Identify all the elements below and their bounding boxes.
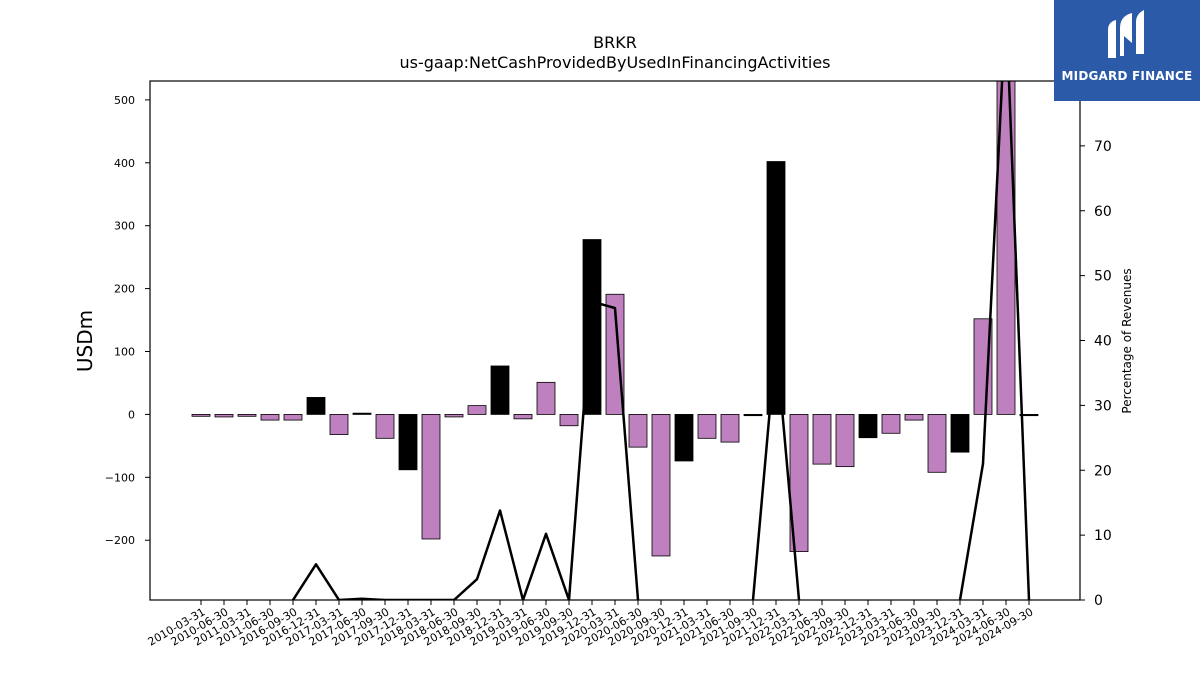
bar-2020-09-30 <box>651 414 671 557</box>
bar-2023-09-30 <box>927 414 947 473</box>
y2-tick-label: 60 <box>1094 204 1112 220</box>
bar-2016-12-31 <box>306 397 326 415</box>
pct-revenue-line-2 <box>958 81 1031 600</box>
bar-2022-06-30 <box>812 414 832 465</box>
bar-2024-09-30 <box>1019 414 1039 417</box>
y-tick-label: 300 <box>114 220 135 233</box>
plot-area <box>191 81 1039 600</box>
bar-2022-12-31 <box>858 414 878 439</box>
chart-title: BRKR <box>593 33 637 52</box>
y2-tick-label: 40 <box>1094 334 1112 350</box>
y-tick-label: 0 <box>128 408 135 421</box>
y-axis-label: USDm <box>73 310 97 372</box>
pct-revenue-line-0 <box>291 300 640 600</box>
bar-2019-06-30 <box>536 381 556 415</box>
bar-2017-03-31 <box>329 414 349 435</box>
bar-2017-06-30 <box>352 412 372 415</box>
bar-2018-06-30 <box>444 414 464 418</box>
bar-2023-06-30 <box>904 414 924 421</box>
logo-mark-icon <box>1108 10 1144 58</box>
bar-2023-03-31 <box>881 414 901 434</box>
bar-2020-12-31 <box>674 414 694 462</box>
chart-subtitle: us-gaap:NetCashProvidedByUsedInFinancing… <box>399 53 830 72</box>
bar-2017-12-31 <box>398 414 418 471</box>
bar-2021-03-31 <box>697 414 717 439</box>
bar-2019-09-30 <box>559 414 579 427</box>
y2-tick-label: 30 <box>1094 398 1112 414</box>
y-tick-label: 100 <box>114 346 135 359</box>
y-tick-label: 400 <box>114 157 135 170</box>
bar-2021-09-30 <box>743 414 763 417</box>
y2-tick-label: 0 <box>1094 593 1103 609</box>
bar-2021-12-31 <box>766 161 786 415</box>
bar-2011-03-31 <box>237 414 257 417</box>
bar-2011-06-30 <box>260 414 280 421</box>
bar-2020-06-30 <box>628 414 648 448</box>
y-tick-label: 200 <box>114 283 135 296</box>
bar-2010-03-31 <box>191 414 211 417</box>
bar-2019-03-31 <box>513 414 533 420</box>
bar-2018-12-31 <box>490 365 510 415</box>
y2-tick-label: 10 <box>1094 528 1112 544</box>
bar-2021-06-30 <box>720 414 740 443</box>
bar-2010-06-30 <box>214 414 234 418</box>
logo-text: MIDGARD FINANCE <box>1061 69 1193 83</box>
bar-2016-09-30 <box>283 414 303 421</box>
bar-2018-09-30 <box>467 405 487 415</box>
pct-revenue-line-1 <box>751 339 801 600</box>
y-tick-label: −100 <box>105 471 135 484</box>
midgard-finance-logo: MIDGARD FINANCE <box>1054 0 1200 101</box>
y2-tick-label: 20 <box>1094 463 1112 479</box>
bar-2022-03-31 <box>789 414 809 552</box>
bar-2020-03-31 <box>605 293 625 415</box>
y2-axis-label: Percentage of Revenues <box>1120 268 1134 413</box>
y2-tick-label: 50 <box>1094 269 1112 285</box>
y-tick-label: −200 <box>105 534 135 547</box>
bar-2022-09-30 <box>835 414 855 468</box>
y2-tick-label: 70 <box>1094 139 1112 155</box>
bar-2017-09-30 <box>375 414 395 439</box>
bar-2018-03-31 <box>421 414 441 540</box>
y-tick-label: 500 <box>114 94 135 107</box>
bar-2023-12-31 <box>950 414 970 453</box>
